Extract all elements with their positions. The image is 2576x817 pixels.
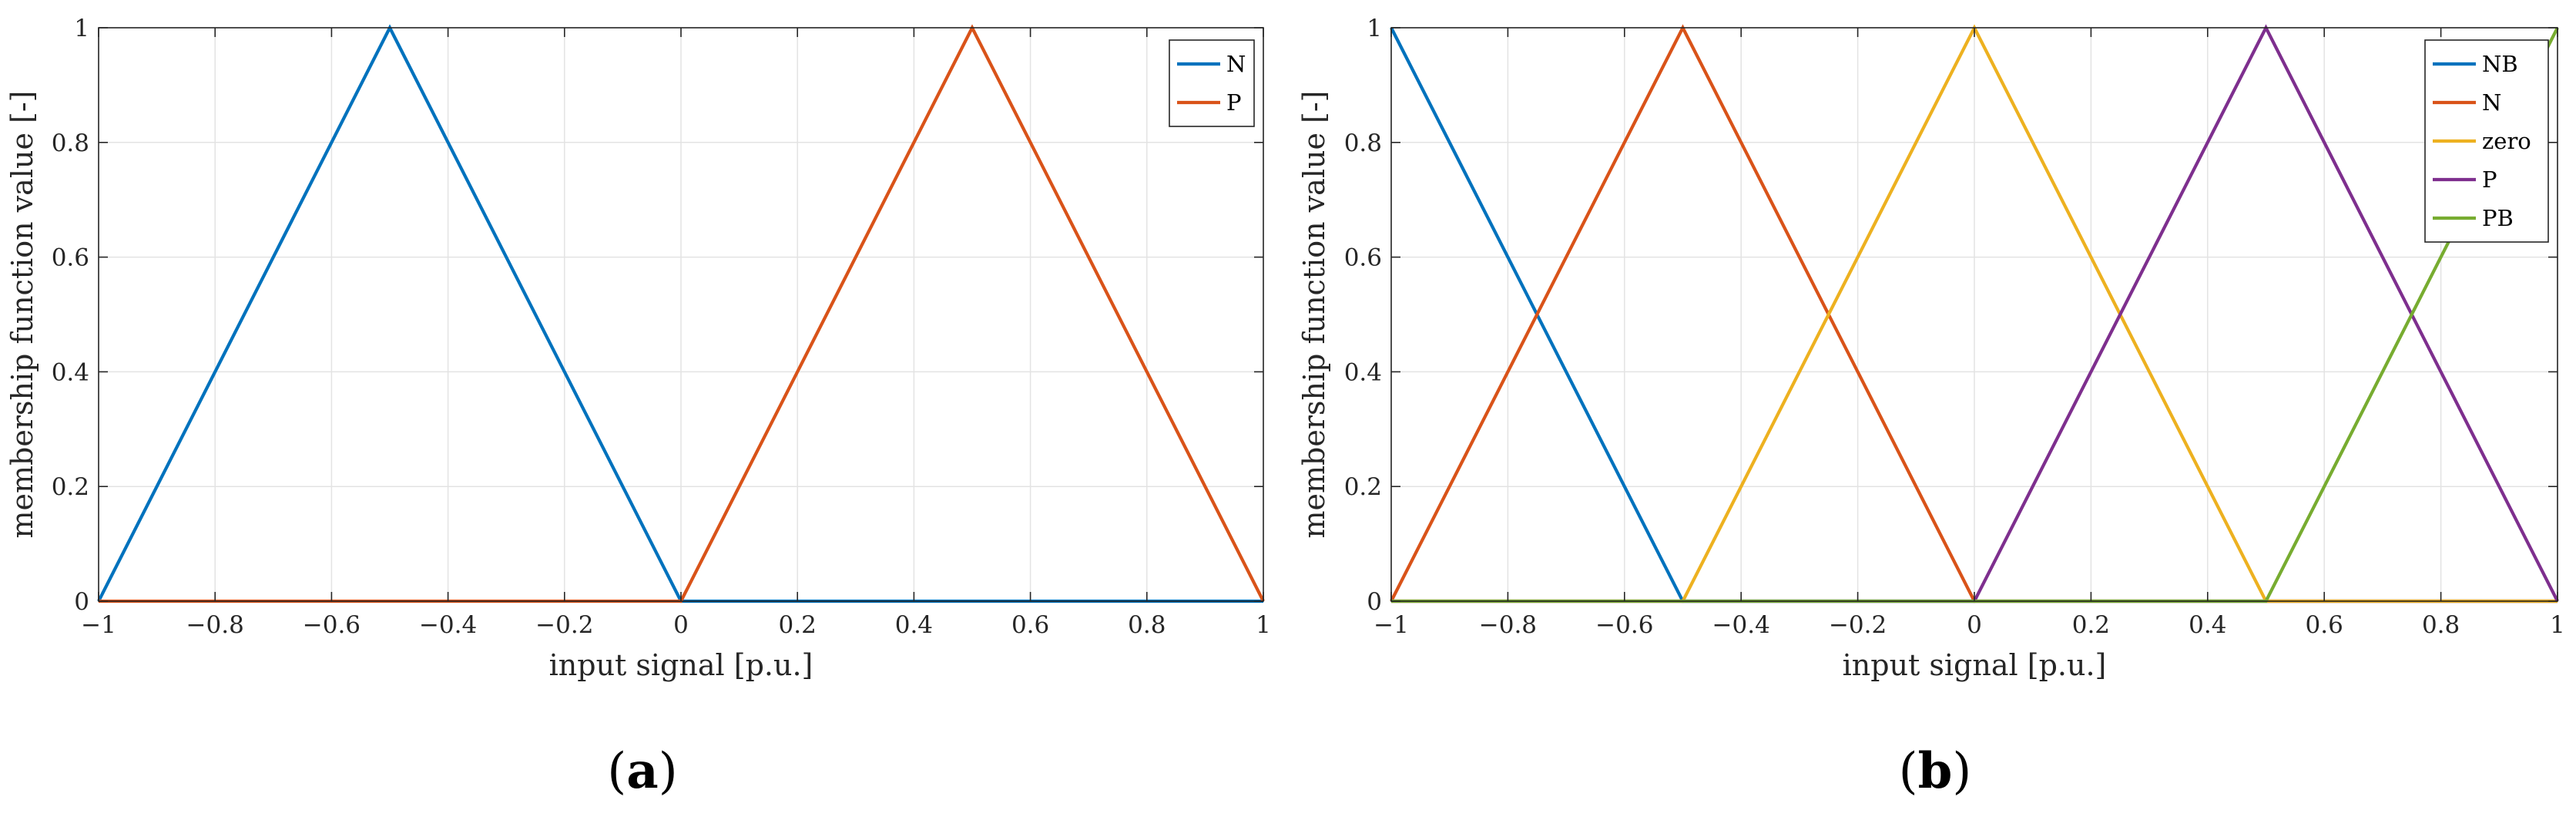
y-tick-label: 0.8 xyxy=(1344,129,1382,157)
x-tick-label: 0.6 xyxy=(1011,611,1049,639)
x-tick-label: −0.6 xyxy=(303,611,361,639)
y-tick-label: 0.4 xyxy=(1344,358,1382,386)
x-tick-label: 0.6 xyxy=(2306,611,2343,639)
y-tick-label: 1 xyxy=(74,15,89,42)
caption-letter: b xyxy=(1918,742,1953,800)
x-axis-label: input signal [p.u.] xyxy=(1843,648,2107,682)
x-tick-label: −0.8 xyxy=(1479,611,1537,639)
legend-item: PB xyxy=(2433,205,2514,231)
legend-box xyxy=(1169,39,1255,127)
x-tick-label: 0.2 xyxy=(2072,611,2110,639)
legend-box xyxy=(2424,39,2549,243)
legend-label: P xyxy=(2482,166,2497,193)
legend-item: N xyxy=(2433,89,2501,116)
x-tick-label: 0 xyxy=(673,611,689,639)
x-tick-label: 0.8 xyxy=(1128,611,1166,639)
y-tick-label: 0 xyxy=(1367,588,1382,616)
x-tick-label: 0 xyxy=(1967,611,1982,639)
x-tick-label: 0.4 xyxy=(2189,611,2226,639)
legend-label: PB xyxy=(2482,205,2514,231)
x-tick-label: −1 xyxy=(1374,611,1409,639)
x-tick-label: 1 xyxy=(2550,611,2565,639)
panel-b: −1 −0.8 −0.6 −0.4 −0.2 0 0.2 0.4 0.6 0.8 1 0 0.2 0.4 0… xyxy=(1297,15,2565,800)
x-axis-label: input signal [p.u.] xyxy=(549,648,813,682)
x-tick-label: −1 xyxy=(81,611,116,639)
legend-label: P xyxy=(1226,89,1242,116)
legend-label: N xyxy=(2482,89,2501,116)
x-tick-label: −0.8 xyxy=(186,611,244,639)
x-tick-label: −0.2 xyxy=(535,611,593,639)
caption-close-paren: ) xyxy=(1952,743,1971,800)
legend-item: NB xyxy=(2433,51,2518,77)
panel-caption: (a) xyxy=(607,742,677,800)
y-tick-label: 0.2 xyxy=(1344,473,1382,501)
caption-letter: a xyxy=(626,742,658,800)
legend-item: N xyxy=(1177,51,1246,77)
y-tick-label: 0.6 xyxy=(1344,244,1382,272)
x-tick-label: −0.2 xyxy=(1829,611,1887,639)
y-tick-label: 0.8 xyxy=(52,129,89,157)
panel-a: −1 −0.8 −0.6 −0.4 −0.2 0 0.2 0.4 0.6 0.8 1 0 0.2 0.4 0… xyxy=(5,15,1271,800)
x-tick-label: 0.8 xyxy=(2422,611,2460,639)
legend-label: zero xyxy=(2482,128,2531,154)
legend: NP xyxy=(1169,39,1255,127)
y-axis-label: membership function value [-] xyxy=(5,90,39,538)
y-tick-label: 1 xyxy=(1367,15,1382,42)
panel-caption: (b) xyxy=(1899,742,1972,800)
legend-label: N xyxy=(1226,51,1246,77)
legend-item: P xyxy=(1177,89,1242,116)
x-tick-label: −0.4 xyxy=(419,611,477,639)
x-tick-label: 0.2 xyxy=(779,611,817,639)
x-tick-label: 1 xyxy=(1256,611,1271,639)
y-tick-label: 0.4 xyxy=(52,358,89,386)
y-tick-label: 0.6 xyxy=(52,244,89,272)
legend-item: P xyxy=(2433,166,2497,193)
y-axis-label: membership function value [-] xyxy=(1297,90,1331,538)
x-tick-label: −0.6 xyxy=(1595,611,1653,639)
caption-close-paren: ) xyxy=(659,743,678,800)
x-tick-label: −0.4 xyxy=(1712,611,1770,639)
legend-label: NB xyxy=(2482,51,2518,77)
x-tick-label: 0.4 xyxy=(895,611,933,639)
caption-open-paren: ( xyxy=(1899,743,1918,800)
y-tick-label: 0.2 xyxy=(52,473,89,501)
caption-open-paren: ( xyxy=(607,743,626,800)
legend-item: zero xyxy=(2433,128,2531,154)
y-tick-label: 0 xyxy=(74,588,89,616)
